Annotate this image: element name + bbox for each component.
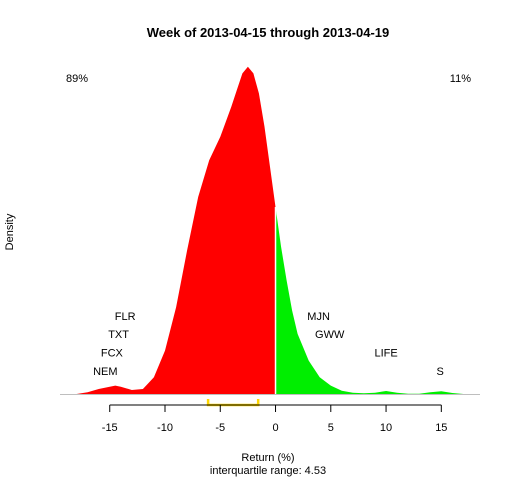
stock-label: GWW — [315, 329, 345, 341]
positive-share-label: 11% — [450, 73, 471, 85]
negative-share-label: 89% — [66, 73, 88, 85]
x-axis-label: Return (%) — [241, 452, 294, 464]
x-axis-ticks: -15 -10 -5 0 5 10 15 — [102, 405, 447, 434]
iqr-bracket — [206, 399, 260, 407]
positive-density-area — [275, 207, 464, 394]
x-tick-label: -10 — [157, 422, 173, 434]
stock-label: LIFE — [374, 348, 397, 360]
stock-label: S — [437, 366, 444, 378]
stock-label: NEM — [93, 366, 117, 378]
x-tick-label: 5 — [328, 422, 334, 434]
y-axis-label: Density — [4, 213, 16, 250]
stock-label: FLR — [115, 311, 136, 323]
stock-label: MJN — [307, 311, 330, 323]
chart-title: Week of 2013-04-15 through 2013-04-19 — [147, 25, 390, 40]
x-tick-label: -15 — [102, 422, 118, 434]
x-tick-label: 15 — [435, 422, 447, 434]
negative-density-area — [76, 66, 276, 394]
stock-label: TXT — [108, 329, 129, 341]
x-tick-label: 10 — [380, 422, 392, 434]
plot-area — [60, 66, 480, 407]
x-tick-label: -5 — [215, 422, 225, 434]
iqr-subtitle: interquartile range: 4.53 — [210, 465, 326, 477]
stock-label: FCX — [101, 348, 124, 360]
x-tick-label: 0 — [272, 422, 278, 434]
stock-labels: FLR TXT FCX NEM MJN GWW LIFE S — [93, 311, 444, 378]
